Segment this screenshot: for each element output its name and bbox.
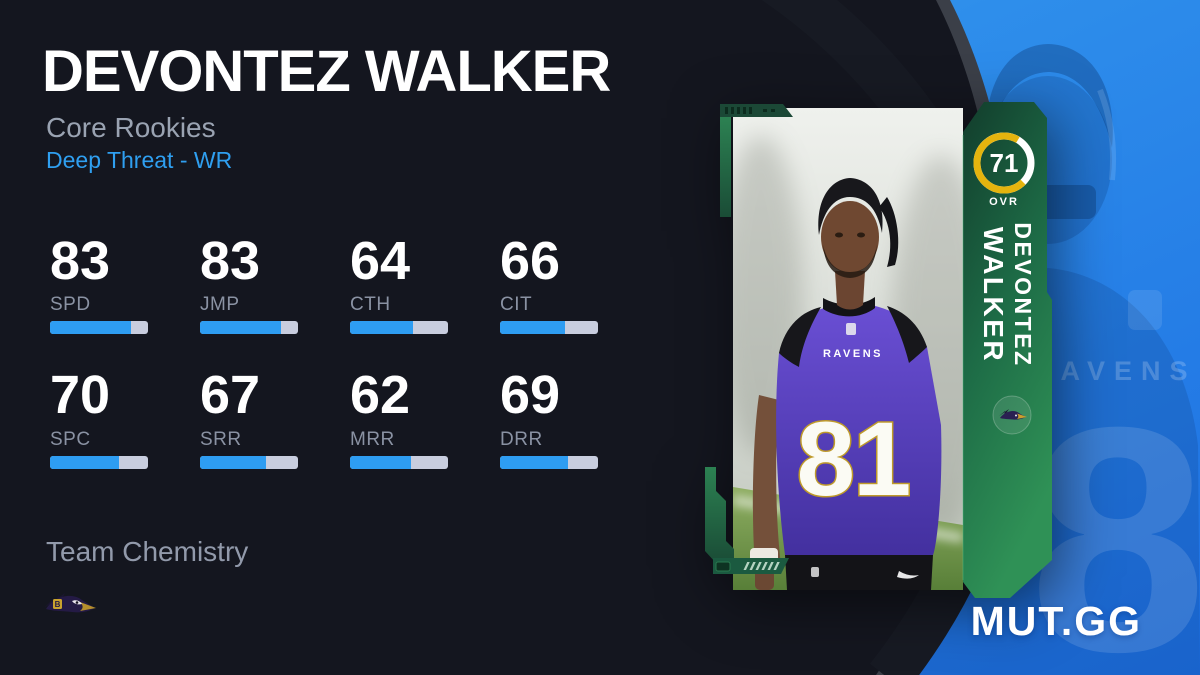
ravens-team-logo-icon: B bbox=[44, 593, 96, 613]
stat-value: 64 bbox=[350, 231, 411, 291]
stat-bar-fill bbox=[200, 321, 282, 335]
bg-nfl-shield bbox=[1128, 290, 1162, 330]
stat-value: 67 bbox=[200, 365, 261, 426]
stat-label: CIT bbox=[500, 294, 533, 316]
stat-bar bbox=[200, 455, 298, 469]
stat-cell: 66 CIT bbox=[500, 231, 650, 335]
stat-label: SPD bbox=[50, 294, 91, 316]
jersey-team-text: RAVENS bbox=[823, 348, 883, 360]
archetype-position: Deep Threat - WR bbox=[46, 147, 233, 173]
card-player-last-name: WALKER bbox=[978, 227, 1009, 363]
stat-value: 69 bbox=[500, 365, 561, 426]
stat-cell: 69 DRR bbox=[500, 365, 650, 469]
stat-bar-fill bbox=[350, 455, 411, 469]
stat-bar-fill bbox=[200, 455, 266, 469]
stat-value: 70 bbox=[50, 365, 111, 426]
ovr-label: OVR bbox=[989, 196, 1019, 208]
stat-value: 83 bbox=[50, 231, 111, 291]
stat-value: 66 bbox=[500, 231, 561, 291]
team-chemistry-heading: Team Chemistry bbox=[46, 536, 249, 567]
card-player-first-name: DEVONTEZ bbox=[1010, 222, 1036, 367]
bg-jersey-number: 8 bbox=[1029, 360, 1200, 675]
bg-team-text: RAVENS bbox=[1032, 356, 1197, 386]
stat-value: 83 bbox=[200, 231, 261, 291]
stat-cell: 62 MRR bbox=[350, 365, 500, 469]
svg-text:B: B bbox=[55, 600, 61, 609]
stat-bar bbox=[50, 321, 148, 335]
stat-bar bbox=[350, 455, 448, 469]
stat-bar-fill bbox=[500, 321, 565, 335]
card-right-panel: 71 OVR DEVONTEZ WALKER bbox=[962, 102, 1052, 598]
stat-bar-fill bbox=[50, 321, 132, 335]
stat-bar bbox=[50, 455, 148, 469]
stat-value: 62 bbox=[350, 365, 411, 426]
stat-label: JMP bbox=[200, 294, 240, 316]
stat-bar-fill bbox=[350, 321, 413, 335]
jersey-number: 81 bbox=[797, 401, 910, 518]
card-photo-illustration: RAVENS 81 bbox=[733, 108, 963, 590]
player-name-title: DEVONTEZ WALKER bbox=[42, 39, 611, 104]
swoosh-mark bbox=[897, 571, 919, 579]
stat-label: MRR bbox=[350, 428, 395, 450]
stat-bar-fill bbox=[50, 455, 119, 469]
ovr-value: 71 bbox=[990, 148, 1019, 178]
nfl-shield-patch bbox=[846, 323, 856, 335]
stat-cell: 67 SRR bbox=[200, 365, 350, 469]
player-card: RAVENS 81 bbox=[705, 102, 1052, 598]
stat-label: DRR bbox=[500, 428, 543, 450]
stat-cell: 64 CTH bbox=[350, 231, 500, 335]
stat-label: SPC bbox=[50, 428, 91, 450]
stat-cell: 70 SPC bbox=[50, 365, 200, 469]
stat-bar bbox=[200, 321, 298, 335]
stat-cell: 83 SPD bbox=[50, 231, 200, 335]
ravens-badge-icon bbox=[999, 409, 1027, 420]
stat-bar bbox=[500, 321, 598, 335]
stats-grid: 83 SPD 83 JMP 64 CTH 66 CIT bbox=[50, 231, 650, 469]
program-name: Core Rookies bbox=[46, 112, 216, 143]
stat-label: SRR bbox=[200, 428, 242, 450]
stat-label: CTH bbox=[350, 294, 391, 316]
card-team-badge bbox=[992, 395, 1032, 435]
mutgg-logo: MUT.GG bbox=[970, 598, 1142, 644]
stat-bar bbox=[350, 321, 448, 335]
stat-bar bbox=[500, 455, 598, 469]
ovr-gauge: 71 OVR bbox=[973, 132, 1035, 208]
card-frame bbox=[705, 104, 793, 574]
stat-bar-fill bbox=[500, 455, 568, 469]
stat-cell: 83 JMP bbox=[200, 231, 350, 335]
